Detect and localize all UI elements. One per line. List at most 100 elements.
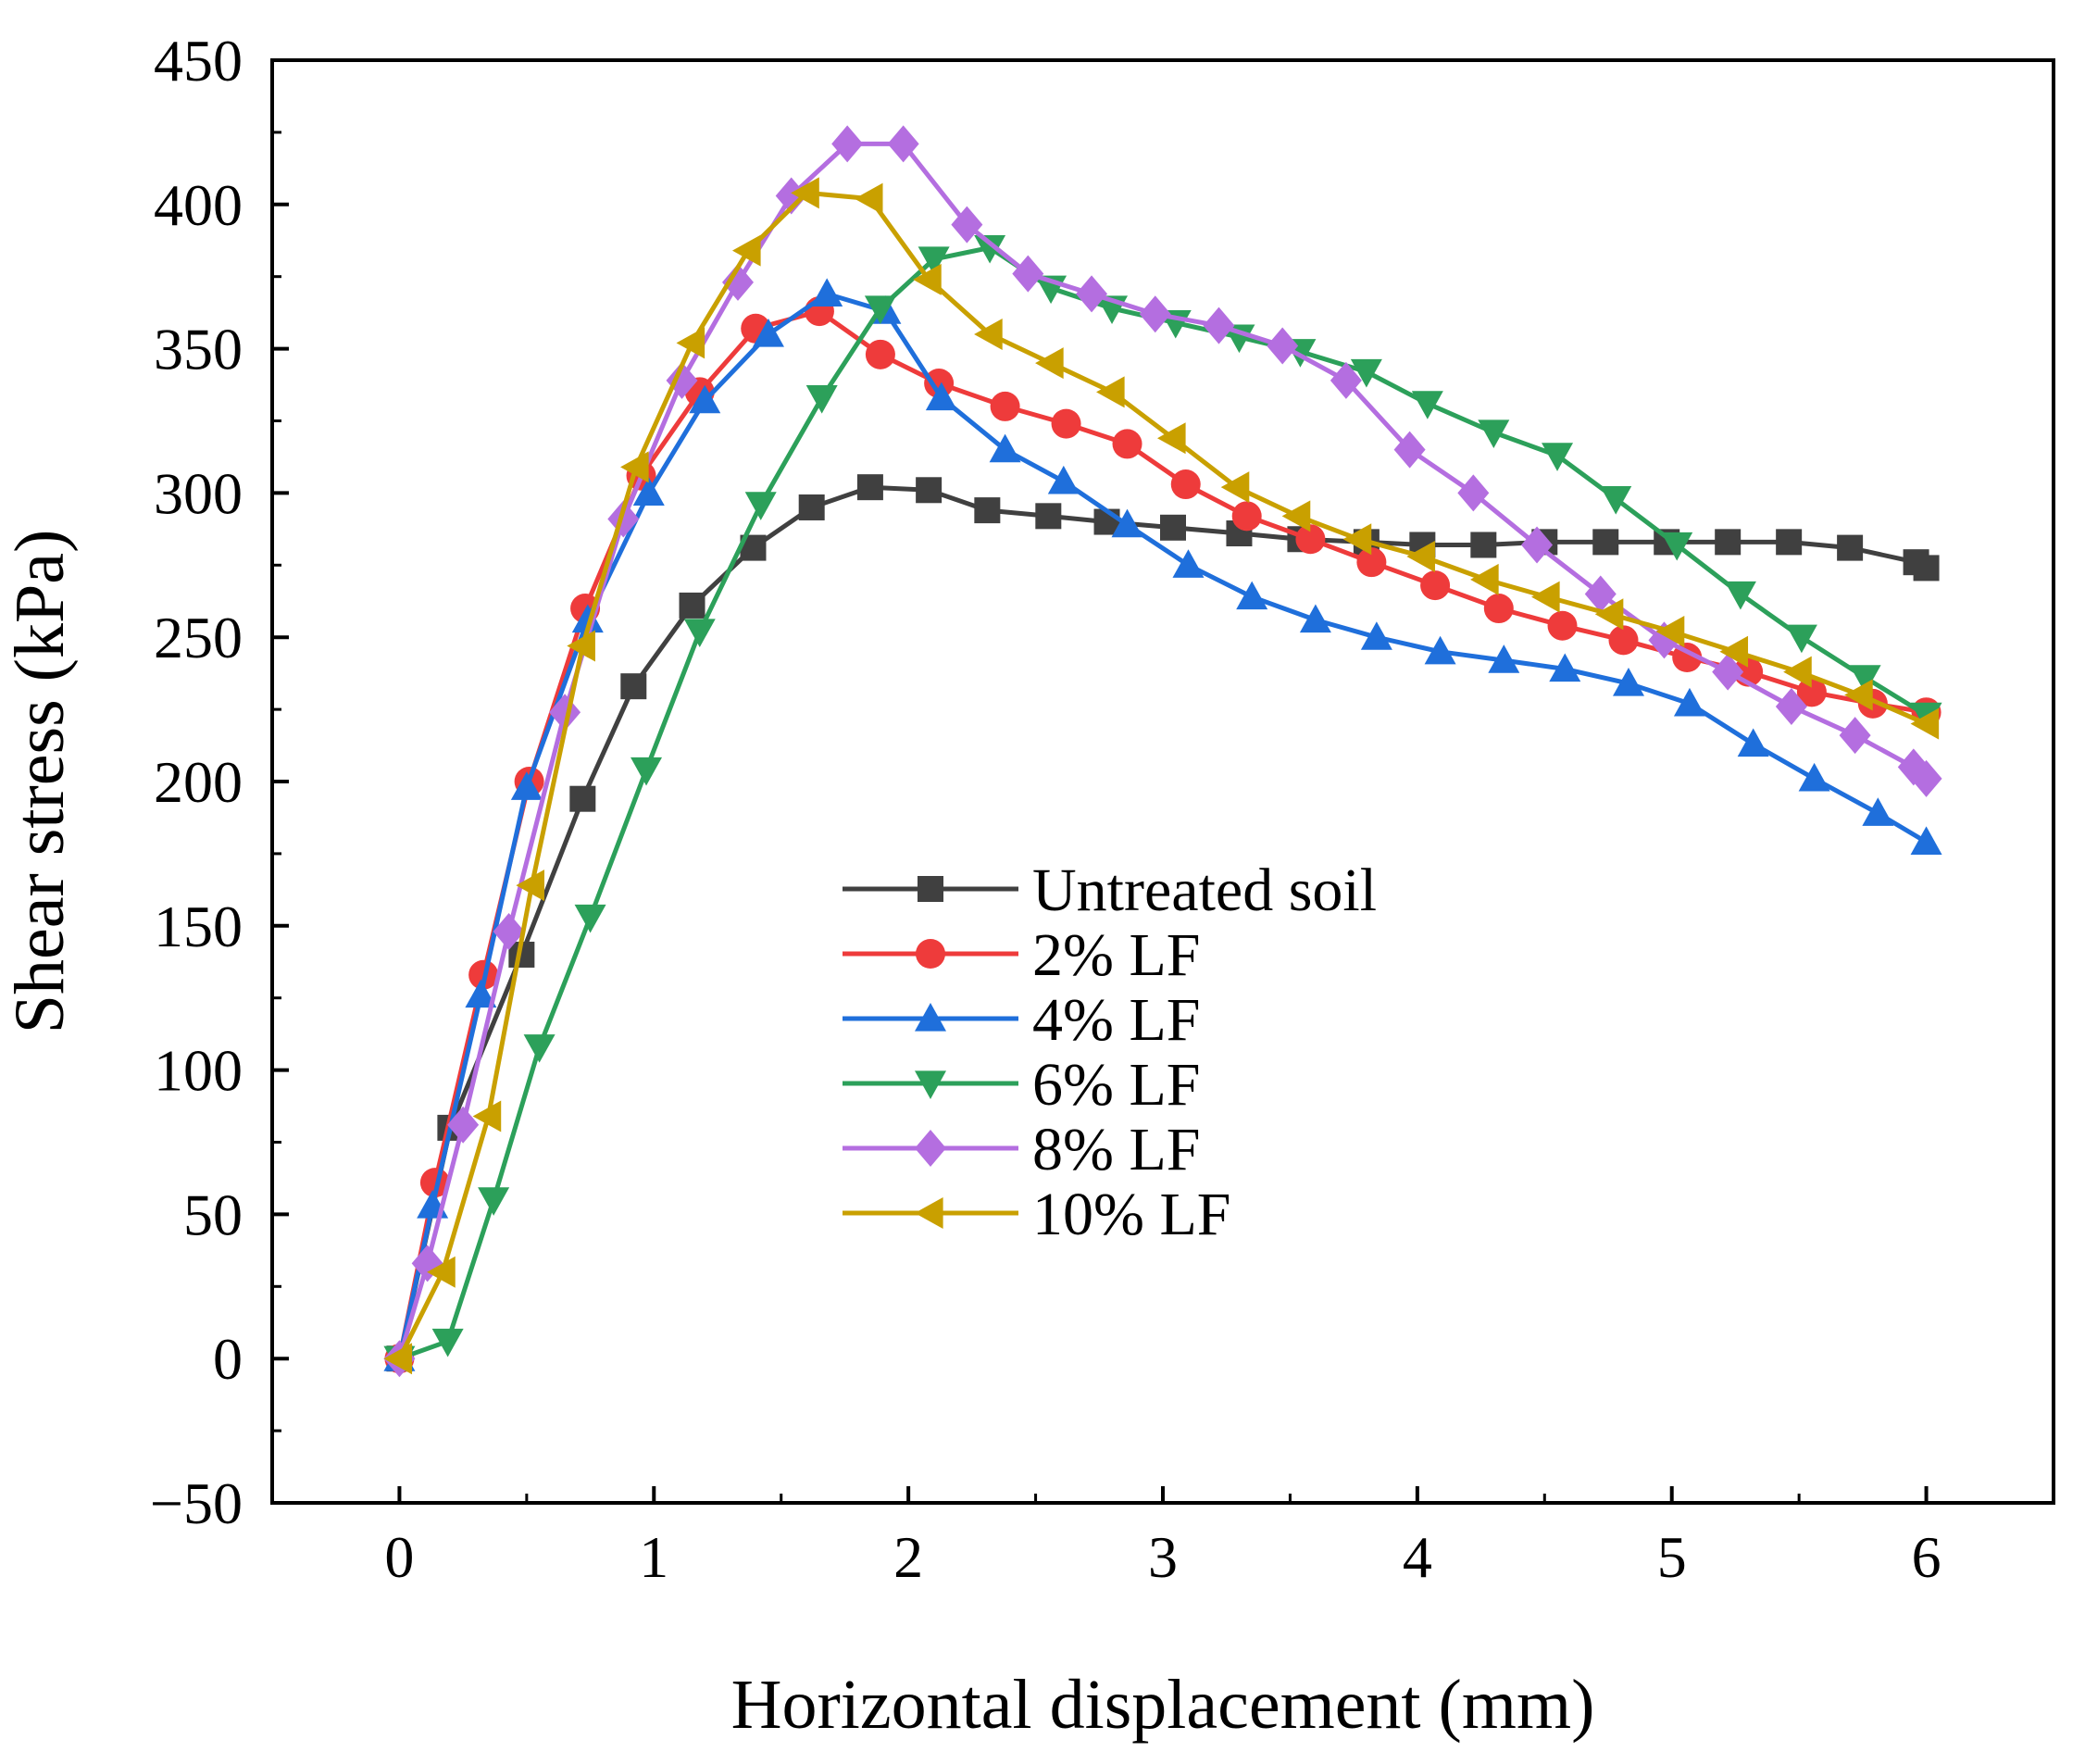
data-point xyxy=(1661,532,1693,561)
data-point xyxy=(1549,653,1581,682)
data-point xyxy=(676,327,705,359)
data-point xyxy=(1910,759,1942,797)
data-point xyxy=(1594,598,1624,631)
legend-label: 6% LF xyxy=(1032,1051,1201,1119)
data-point xyxy=(1076,275,1108,313)
data-point xyxy=(1012,255,1044,293)
data-point xyxy=(831,125,864,163)
data-point xyxy=(1612,668,1644,696)
data-point xyxy=(620,673,647,700)
data-point xyxy=(1156,422,1186,455)
legend-marker xyxy=(915,1003,946,1032)
data-point xyxy=(1295,524,1326,555)
data-point xyxy=(1478,419,1510,448)
x-tick-label: 4 xyxy=(1403,1524,1432,1590)
x-tick-label: 2 xyxy=(893,1524,923,1590)
legend-label: Untreated soil xyxy=(1032,857,1377,924)
data-point xyxy=(1236,581,1268,610)
legend-label: 10% LF xyxy=(1032,1181,1231,1248)
data-point xyxy=(1592,529,1619,556)
data-point xyxy=(478,1187,510,1216)
data-point xyxy=(1047,465,1080,494)
legend-label: 4% LF xyxy=(1032,986,1201,1054)
data-point xyxy=(1457,474,1490,512)
data-point xyxy=(472,1100,502,1132)
data-point xyxy=(1406,540,1435,572)
data-point xyxy=(1350,358,1382,388)
data-point xyxy=(1420,570,1451,601)
data-point xyxy=(465,979,497,1008)
y-axis-title: Shear stress (kPa) xyxy=(1,530,79,1034)
data-point xyxy=(1393,431,1426,469)
data-point xyxy=(974,319,1003,351)
data-point xyxy=(427,1256,456,1288)
legend-label: 2% LF xyxy=(1032,921,1201,989)
data-point xyxy=(856,474,883,501)
series-untreated-soil xyxy=(386,474,1940,1372)
data-point xyxy=(951,206,983,244)
data-point xyxy=(493,913,525,951)
legend-marker xyxy=(915,1070,946,1099)
data-point xyxy=(1424,635,1456,665)
y-tick-label: 350 xyxy=(154,317,243,382)
data-point xyxy=(1531,581,1560,613)
data-point xyxy=(1470,532,1497,558)
data-point xyxy=(1913,555,1940,582)
x-tick-label: 1 xyxy=(639,1524,668,1590)
data-point xyxy=(775,177,807,215)
data-point xyxy=(419,1168,450,1198)
y-tick-label: 50 xyxy=(183,1182,243,1247)
data-point xyxy=(924,368,955,398)
data-point xyxy=(1470,563,1499,595)
series-10pct-lf xyxy=(383,177,1940,1375)
data-point xyxy=(1096,376,1125,408)
y-tick-label: 150 xyxy=(154,894,243,959)
data-point xyxy=(1910,707,1940,740)
legend-marker xyxy=(916,939,945,969)
data-point xyxy=(854,182,883,215)
data-point xyxy=(974,234,1006,264)
data-point xyxy=(1608,625,1639,656)
data-point xyxy=(1724,581,1756,610)
data-point xyxy=(974,497,1001,524)
legend-item: 6% LF xyxy=(843,1051,1201,1119)
x-tick-label: 3 xyxy=(1148,1524,1178,1590)
legend-item: 10% LF xyxy=(843,1181,1231,1248)
data-point xyxy=(510,771,543,800)
data-point xyxy=(731,234,761,267)
y-tick-label: 0 xyxy=(213,1326,243,1392)
data-point xyxy=(798,494,825,520)
series-6pct-lf xyxy=(383,234,1942,1375)
data-point xyxy=(383,1343,413,1375)
data-point xyxy=(913,263,942,295)
data-point xyxy=(1267,327,1299,365)
data-point xyxy=(1488,644,1520,673)
legend-label: 8% LF xyxy=(1032,1116,1201,1183)
legend-marker xyxy=(915,1130,946,1167)
data-point xyxy=(1521,526,1554,564)
data-point xyxy=(1231,501,1262,532)
data-point xyxy=(1203,307,1235,344)
x-axis-title: Horizontal displacement (mm) xyxy=(731,1666,1595,1744)
data-point xyxy=(1715,529,1742,556)
data-point xyxy=(1798,762,1830,792)
data-point xyxy=(1542,443,1574,471)
data-point xyxy=(1783,656,1812,688)
data-point xyxy=(1844,679,1873,711)
data-point xyxy=(1360,621,1392,650)
y-tick-label: 400 xyxy=(154,172,243,238)
data-point xyxy=(1849,665,1881,694)
legend-item: Untreated soil xyxy=(843,857,1377,924)
y-tick-label: 300 xyxy=(154,460,243,526)
data-point xyxy=(1712,653,1744,691)
data-point xyxy=(571,604,604,633)
data-point xyxy=(1172,549,1205,578)
data-point xyxy=(865,339,895,369)
data-point xyxy=(1356,547,1387,578)
data-point xyxy=(990,391,1020,421)
legend-item: 2% LF xyxy=(843,921,1201,989)
data-point xyxy=(916,477,943,504)
data-point xyxy=(1035,503,1062,530)
